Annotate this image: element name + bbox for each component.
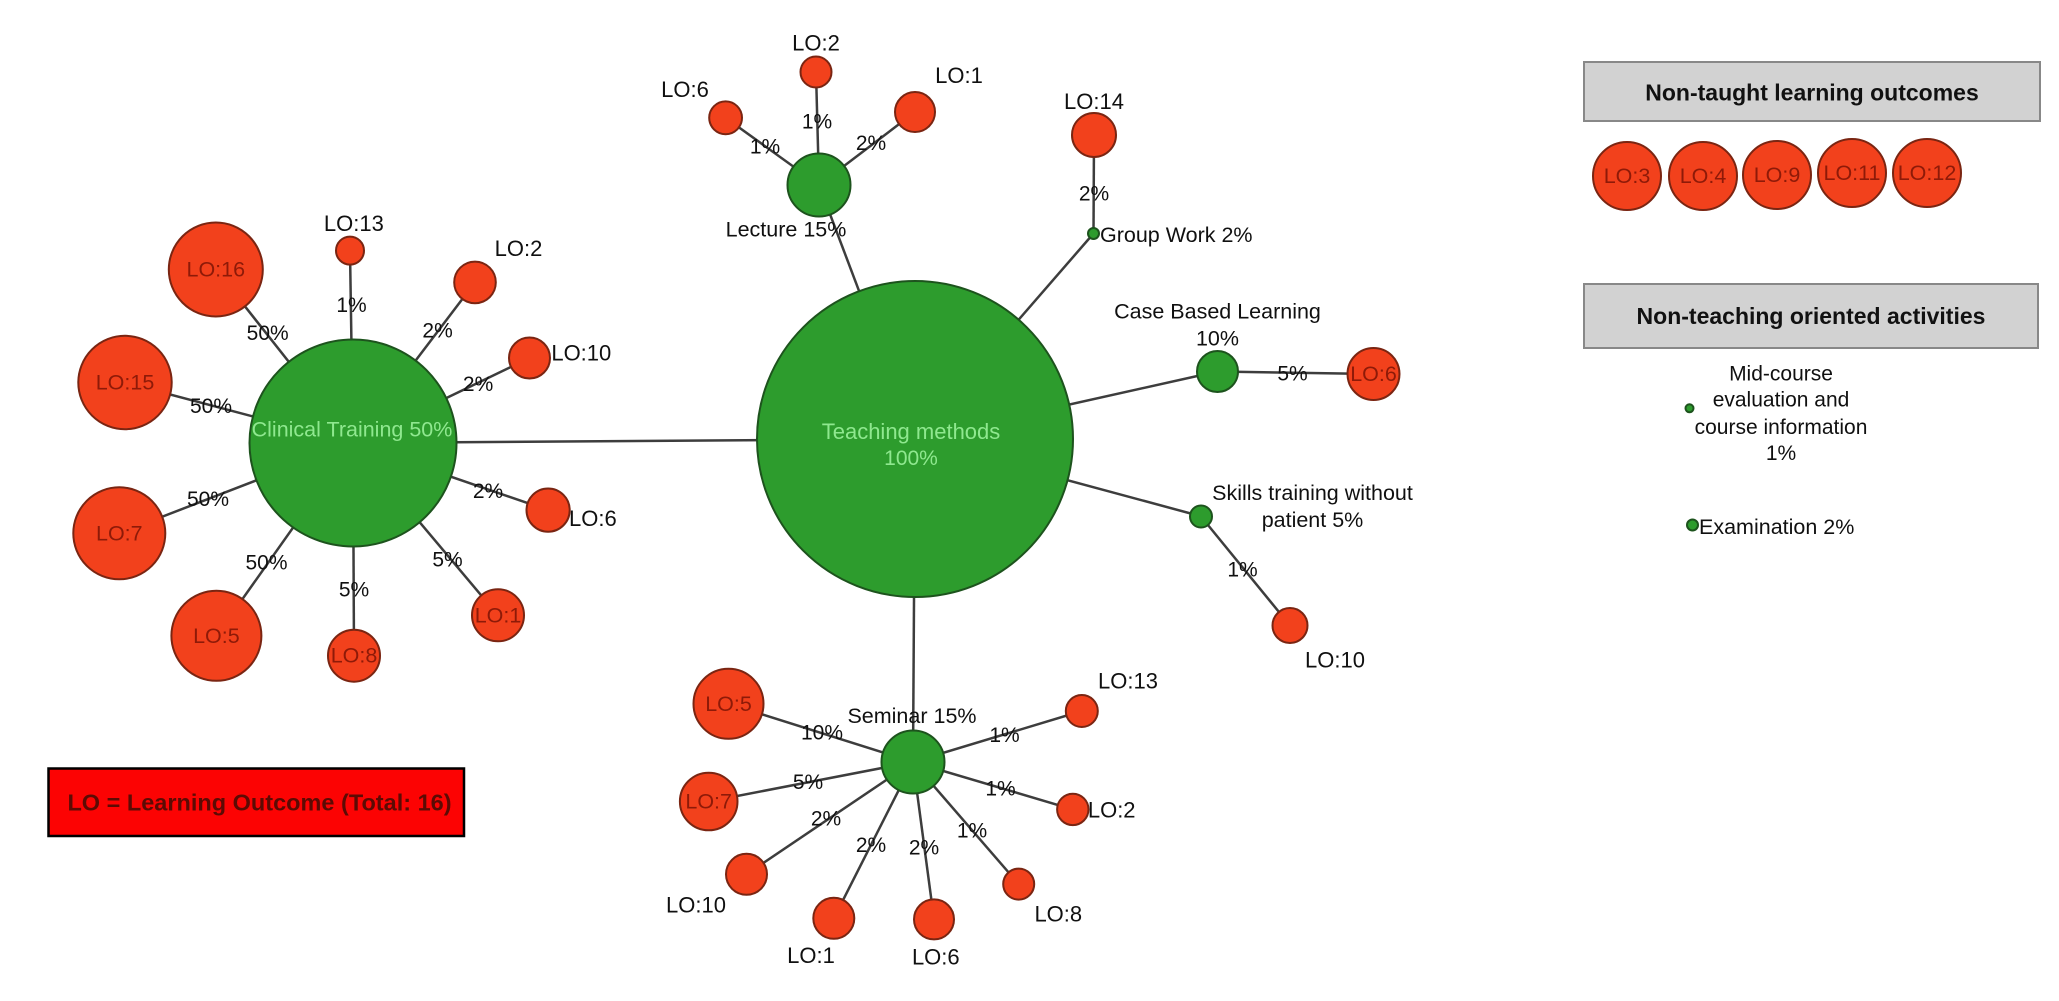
svg-text:Teaching methods: Teaching methods	[822, 419, 1001, 444]
svg-text:LO:14: LO:14	[1064, 89, 1124, 114]
svg-text:2%: 2%	[473, 480, 503, 503]
svg-text:Case Based Learning: Case Based Learning	[1114, 300, 1321, 324]
svg-text:LO:12: LO:12	[1898, 161, 1957, 185]
svg-text:1%: 1%	[802, 111, 832, 134]
svg-text:Lecture 15%: Lecture 15%	[726, 218, 847, 242]
svg-text:LO:1: LO:1	[935, 63, 983, 88]
svg-text:2%: 2%	[811, 808, 841, 831]
svg-text:LO:10: LO:10	[666, 893, 726, 918]
svg-text:LO:13: LO:13	[1098, 669, 1158, 694]
svg-text:1%: 1%	[957, 820, 987, 843]
svg-text:50%: 50%	[247, 322, 289, 345]
svg-text:LO:9: LO:9	[1754, 163, 1801, 187]
svg-text:5%: 5%	[1277, 363, 1307, 386]
svg-text:5%: 5%	[432, 549, 462, 572]
svg-text:LO:3: LO:3	[1604, 164, 1651, 188]
svg-text:LO:10: LO:10	[1305, 648, 1365, 673]
svg-text:5%: 5%	[793, 771, 823, 794]
svg-text:LO:6: LO:6	[661, 77, 709, 102]
svg-text:LO:1: LO:1	[475, 603, 522, 627]
svg-text:Mid-course: Mid-course	[1729, 363, 1833, 386]
svg-text:10%: 10%	[1196, 327, 1239, 351]
svg-text:LO:8: LO:8	[331, 644, 378, 668]
svg-text:LO:11: LO:11	[1824, 161, 1881, 185]
svg-text:LO:5: LO:5	[705, 692, 752, 716]
svg-text:LO:6: LO:6	[1350, 362, 1397, 386]
svg-text:1%: 1%	[1227, 559, 1257, 582]
svg-text:LO:10: LO:10	[551, 341, 611, 366]
svg-text:LO:5: LO:5	[193, 624, 240, 648]
svg-text:LO:2: LO:2	[792, 31, 840, 56]
svg-text:2%: 2%	[909, 837, 939, 860]
svg-text:50%: 50%	[187, 488, 229, 511]
svg-text:Skills training without: Skills training without	[1212, 481, 1413, 505]
svg-text:5%: 5%	[339, 579, 369, 602]
svg-text:LO:6: LO:6	[912, 945, 960, 970]
svg-text:LO:6: LO:6	[569, 506, 617, 531]
svg-text:2%: 2%	[422, 320, 452, 343]
svg-text:1%: 1%	[989, 724, 1019, 747]
svg-text:evaluation and: evaluation and	[1713, 389, 1850, 412]
svg-text:LO:7: LO:7	[96, 521, 143, 545]
svg-text:100%: 100%	[884, 447, 938, 470]
svg-text:Clinical Training 50%: Clinical Training 50%	[252, 418, 453, 442]
svg-text:1%: 1%	[1766, 442, 1796, 465]
svg-text:LO:16: LO:16	[187, 258, 246, 282]
svg-text:LO:15: LO:15	[96, 371, 155, 395]
svg-text:LO = Learning Outcome (Total:: LO = Learning Outcome (Total: 16)	[67, 790, 451, 816]
svg-text:LO:2: LO:2	[1088, 798, 1136, 823]
svg-text:50%: 50%	[190, 395, 232, 418]
svg-text:10%: 10%	[801, 722, 843, 745]
svg-text:2%: 2%	[856, 132, 886, 155]
svg-text:1%: 1%	[985, 778, 1015, 801]
svg-text:2%: 2%	[856, 834, 886, 857]
svg-text:LO:13: LO:13	[324, 211, 384, 236]
svg-text:LO:4: LO:4	[1680, 164, 1727, 188]
svg-text:LO:2: LO:2	[495, 236, 543, 261]
svg-text:Non-taught learning outcomes: Non-taught learning outcomes	[1645, 80, 1979, 106]
svg-text:2%: 2%	[463, 373, 493, 396]
svg-text:patient 5%: patient 5%	[1262, 508, 1364, 532]
svg-text:Examination 2%: Examination 2%	[1699, 515, 1854, 539]
svg-text:LO:1: LO:1	[787, 943, 835, 968]
svg-text:2%: 2%	[1079, 183, 1109, 206]
svg-text:course information: course information	[1695, 416, 1868, 439]
svg-text:LO:8: LO:8	[1034, 902, 1082, 927]
svg-text:1%: 1%	[336, 294, 366, 317]
svg-text:Seminar 15%: Seminar 15%	[847, 704, 976, 728]
svg-text:Non-teaching oriented activiti: Non-teaching oriented activities	[1637, 303, 1986, 329]
svg-text:LO:7: LO:7	[685, 790, 732, 814]
svg-text:50%: 50%	[245, 552, 287, 575]
svg-text:Group Work 2%: Group Work 2%	[1100, 223, 1253, 247]
svg-text:1%: 1%	[750, 136, 780, 159]
